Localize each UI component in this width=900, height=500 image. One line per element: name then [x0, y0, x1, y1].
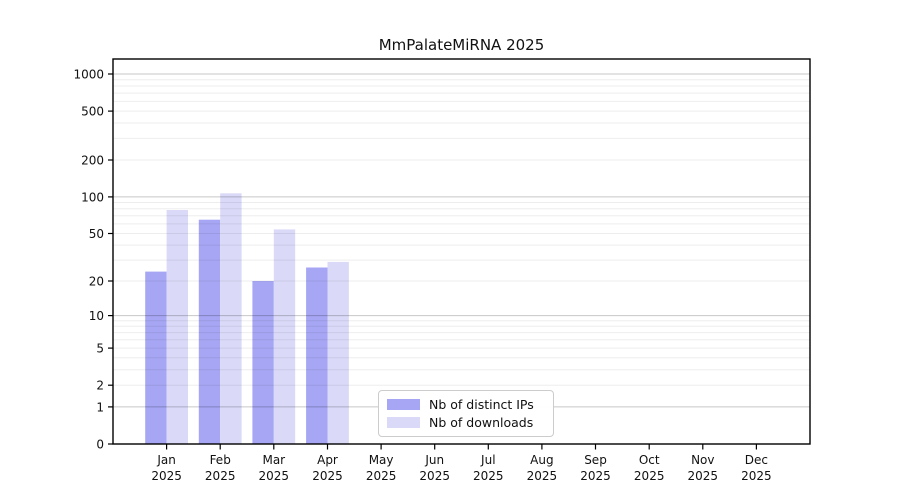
x-tick-label-month: Sep [584, 453, 607, 467]
legend: Nb of distinct IPs Nb of downloads [378, 390, 554, 437]
x-tick-label-year: 2025 [580, 469, 611, 483]
x-tick-label-year: 2025 [741, 469, 772, 483]
bar [252, 281, 274, 444]
x-tick-label-year: 2025 [634, 469, 665, 483]
x-tick-label-month: Mar [262, 453, 285, 467]
y-tick-label: 1000 [73, 68, 104, 82]
plot-border [112, 58, 811, 445]
chart-title: MmPalateMiRNA 2025 [378, 36, 545, 54]
y-tick-label: 2 [96, 379, 104, 393]
x-tick-label-month: Oct [639, 453, 660, 467]
y-tick-label: 1 [96, 400, 104, 414]
y-tick-label: 50 [89, 227, 104, 241]
bars-nb-of-distinct-ips [145, 219, 328, 444]
x-tick-label-year: 2025 [419, 469, 450, 483]
x-tick-label-month: Apr [317, 453, 338, 467]
bar [166, 210, 188, 444]
y-tick-label: 0 [96, 438, 104, 452]
y-tick-labels: 0 1 2 5 10 20 50 100 200 500 1000 [73, 68, 104, 452]
y-tick-label: 10 [89, 309, 104, 323]
x-tick-label-month: Feb [210, 453, 231, 467]
x-tick-label-year: 2025 [205, 469, 236, 483]
bar [273, 229, 296, 444]
x-tick-label-month: Jul [480, 453, 495, 467]
x-tick-label-year: 2025 [366, 469, 397, 483]
bar [220, 193, 242, 444]
x-tick-label-year: 2025 [688, 469, 719, 483]
legend-item-downloads: Nb of downloads [387, 413, 545, 431]
x-ticks [166, 444, 758, 450]
bars-nb-of-downloads [166, 193, 349, 444]
x-tick-label-month: Nov [691, 453, 714, 467]
legend-swatch-downloads [387, 416, 420, 428]
x-tick-label-year: 2025 [312, 469, 343, 483]
x-tick-label-month: Dec [745, 453, 768, 467]
x-tick-label-month: Jan [156, 453, 176, 467]
y-grid-minor [113, 79, 810, 386]
x-tick-label-month: Aug [530, 453, 553, 467]
x-tick-label-month: Jun [424, 453, 444, 467]
legend-item-distinct-ips: Nb of distinct IPs [387, 395, 545, 413]
legend-swatch-distinct-ips [387, 398, 420, 410]
y-tick-label: 500 [81, 105, 104, 119]
bar [198, 219, 221, 444]
y-tick-label: 20 [89, 275, 104, 289]
bar [306, 267, 328, 444]
y-tick-label: 5 [96, 342, 104, 356]
y-tick-label: 200 [81, 154, 104, 168]
bar [145, 271, 167, 444]
bar [327, 261, 349, 444]
x-tick-label-year: 2025 [259, 469, 290, 483]
x-tick-label-year: 2025 [527, 469, 558, 483]
x-tick-labels: Jan 2025 Feb 2025 Mar 2025 Apr 2025 May 2025 Jun 20… [151, 453, 771, 483]
x-tick-label-year: 2025 [473, 469, 504, 483]
y-tick-label: 100 [81, 190, 104, 204]
x-tick-label-month: May [369, 453, 394, 467]
legend-label-downloads: Nb of downloads [429, 414, 534, 430]
y-ticks [108, 73, 113, 445]
x-tick-label-year: 2025 [151, 469, 182, 483]
legend-label-distinct-ips: Nb of distinct IPs [429, 396, 534, 412]
